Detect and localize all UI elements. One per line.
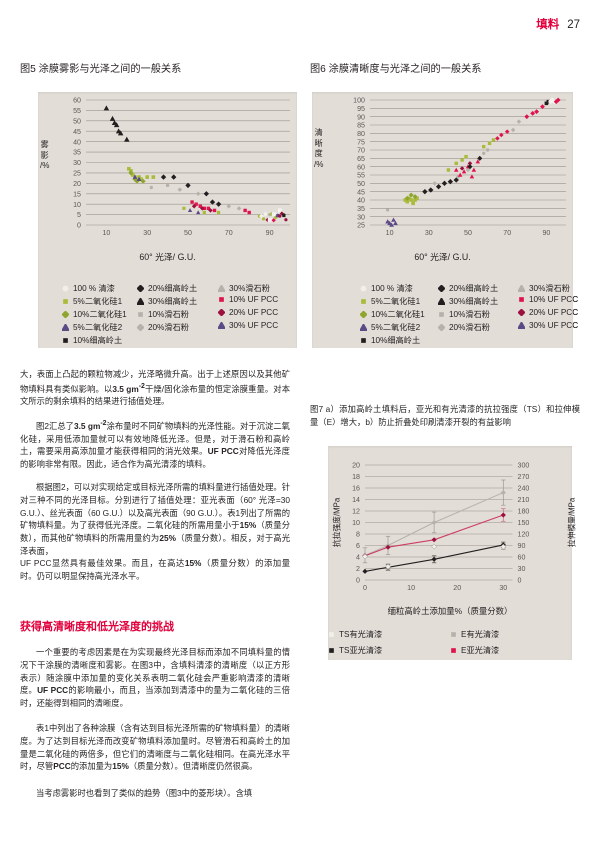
- svg-text:10: 10: [386, 229, 394, 237]
- svg-text:60: 60: [357, 163, 365, 171]
- svg-text:270: 270: [518, 473, 530, 481]
- svg-text:40: 40: [357, 197, 365, 205]
- svg-text:10: 10: [102, 229, 110, 237]
- svg-text:16: 16: [352, 485, 360, 493]
- svg-text:30: 30: [357, 213, 365, 221]
- svg-text:45: 45: [73, 128, 81, 136]
- svg-text:45: 45: [357, 188, 365, 196]
- svg-text:40: 40: [73, 138, 81, 146]
- svg-text:4: 4: [356, 554, 360, 562]
- svg-text:20: 20: [352, 462, 360, 470]
- svg-text:80: 80: [357, 130, 365, 138]
- svg-text:30: 30: [73, 159, 81, 167]
- svg-text:35: 35: [73, 149, 81, 157]
- svg-text:90: 90: [357, 113, 365, 121]
- svg-text:60: 60: [73, 97, 81, 105]
- svg-text:20: 20: [453, 584, 461, 592]
- svg-text:0: 0: [356, 577, 360, 585]
- svg-text:30: 30: [143, 229, 151, 237]
- svg-text:65: 65: [357, 155, 365, 163]
- svg-text:50: 50: [464, 229, 472, 237]
- svg-text:18: 18: [352, 473, 360, 481]
- svg-text:0: 0: [518, 577, 522, 585]
- svg-text:240: 240: [518, 485, 530, 493]
- svg-text:8: 8: [356, 531, 360, 539]
- svg-text:55: 55: [357, 172, 365, 180]
- svg-text:120: 120: [518, 531, 530, 539]
- svg-text:30: 30: [499, 584, 507, 592]
- svg-text:20: 20: [73, 180, 81, 188]
- svg-text:6: 6: [356, 542, 360, 550]
- svg-text:10: 10: [352, 519, 360, 527]
- svg-text:50: 50: [73, 117, 81, 125]
- svg-text:90: 90: [266, 229, 274, 237]
- svg-text:14: 14: [352, 496, 360, 504]
- svg-text:210: 210: [518, 496, 530, 504]
- svg-text:50: 50: [184, 229, 192, 237]
- svg-text:55: 55: [73, 107, 81, 115]
- svg-text:90: 90: [518, 542, 526, 550]
- svg-text:85: 85: [357, 122, 365, 130]
- svg-text:10: 10: [407, 584, 415, 592]
- svg-text:2: 2: [356, 565, 360, 573]
- svg-text:15: 15: [73, 190, 81, 198]
- svg-text:30: 30: [518, 565, 526, 573]
- svg-text:12: 12: [352, 508, 360, 516]
- svg-text:50: 50: [357, 180, 365, 188]
- svg-text:10: 10: [73, 201, 81, 209]
- svg-text:70: 70: [225, 229, 233, 237]
- svg-text:150: 150: [518, 519, 530, 527]
- svg-text:0: 0: [77, 222, 81, 230]
- svg-text:300: 300: [518, 462, 530, 470]
- svg-text:25: 25: [73, 170, 81, 178]
- svg-text:100: 100: [353, 97, 365, 105]
- svg-text:0: 0: [363, 584, 367, 592]
- svg-text:75: 75: [357, 138, 365, 146]
- svg-text:95: 95: [357, 105, 365, 113]
- svg-text:90: 90: [542, 229, 550, 237]
- svg-text:5: 5: [77, 211, 81, 219]
- svg-text:60: 60: [518, 554, 526, 562]
- svg-text:35: 35: [357, 205, 365, 213]
- svg-text:70: 70: [503, 229, 511, 237]
- svg-text:25: 25: [357, 222, 365, 230]
- svg-text:180: 180: [518, 508, 530, 516]
- svg-text:30: 30: [425, 229, 433, 237]
- svg-text:70: 70: [357, 147, 365, 155]
